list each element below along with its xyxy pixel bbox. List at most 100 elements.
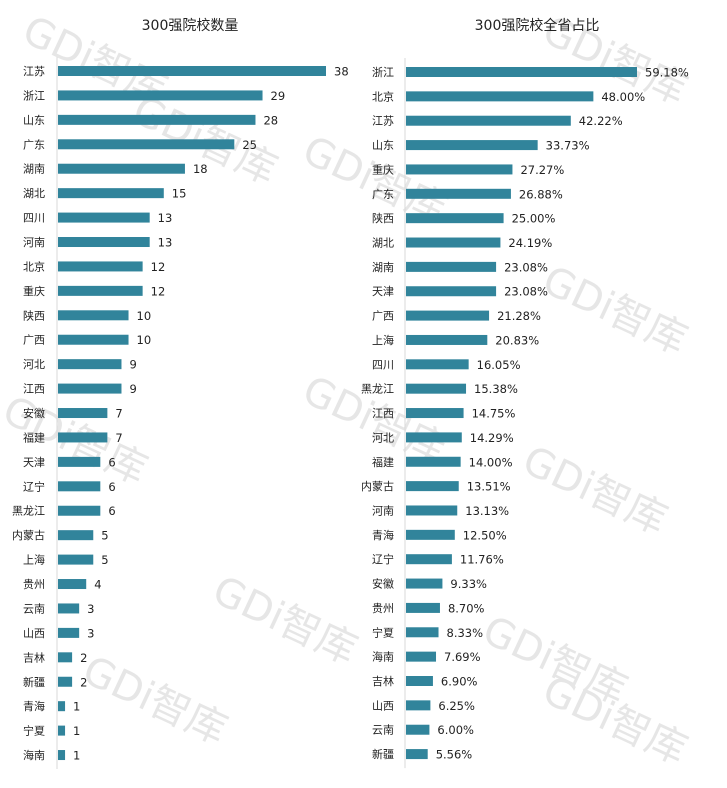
data-label: 13 (158, 236, 173, 250)
bar (58, 676, 73, 687)
data-label: 6 (108, 504, 115, 518)
bar (58, 163, 185, 174)
category-label: 江苏 (23, 65, 45, 78)
data-label: 15.38% (474, 382, 518, 396)
bar (406, 261, 497, 272)
bar (58, 114, 256, 125)
bar (406, 602, 440, 613)
category-label: 河北 (372, 431, 394, 444)
bar (406, 432, 462, 443)
data-label: 12 (151, 284, 166, 298)
category-label: 安徽 (23, 406, 45, 420)
category-label: 四川 (372, 358, 394, 371)
category-label: 广东 (23, 138, 45, 151)
category-label: 四川 (23, 212, 45, 225)
bar (406, 213, 504, 224)
data-label: 14.29% (470, 431, 514, 445)
bar (58, 285, 143, 296)
bar (58, 530, 94, 541)
category-label: 辽宁 (372, 552, 394, 566)
category-label: 贵州 (372, 602, 394, 615)
bar (406, 140, 538, 151)
category-label: 新疆 (23, 675, 45, 689)
data-label: 59.18% (645, 66, 689, 80)
data-label: 9 (129, 358, 136, 372)
data-label: 29 (271, 89, 286, 103)
bar (58, 66, 326, 76)
category-label: 内蒙古 (361, 479, 394, 493)
category-label: 湖北 (23, 187, 45, 200)
category-label: 福建 (23, 430, 45, 444)
category-label: 河北 (23, 358, 45, 371)
category-label: 重庆 (23, 284, 45, 298)
data-label: 4 (94, 578, 101, 592)
bar (58, 212, 150, 223)
bar (406, 115, 571, 126)
bar (406, 359, 469, 370)
bar (406, 700, 431, 711)
bar (58, 408, 108, 419)
bar (58, 261, 143, 272)
bar (406, 383, 467, 394)
bar (58, 359, 122, 370)
category-label: 贵州 (23, 578, 45, 591)
category-label: 浙江 (372, 66, 394, 79)
bar (406, 554, 452, 565)
data-label: 23.08% (504, 260, 548, 274)
data-label: 1 (73, 724, 80, 738)
bar (406, 91, 594, 102)
bar (406, 578, 443, 589)
data-label: 7 (115, 431, 122, 445)
watermark: GDi智库 (76, 647, 234, 753)
bar (406, 67, 637, 77)
data-label: 6 (108, 480, 115, 494)
data-label: 13.51% (467, 480, 511, 494)
bar (406, 286, 497, 297)
data-label: 33.73% (546, 139, 590, 153)
category-label: 山东 (372, 139, 394, 152)
category-label: 内蒙古 (12, 528, 45, 542)
bar (58, 652, 73, 663)
data-label: 3 (87, 626, 94, 640)
bar (58, 505, 101, 516)
category-label: 上海 (23, 553, 45, 567)
data-label: 25.00% (512, 212, 556, 226)
data-label: 6 (108, 455, 115, 469)
bar (58, 139, 235, 150)
category-label: 宁夏 (23, 724, 45, 738)
category-label: 天津 (372, 285, 394, 298)
bar (406, 627, 439, 638)
category-label: 北京 (372, 89, 394, 103)
data-label: 25 (242, 138, 257, 152)
category-label: 江西 (372, 407, 394, 420)
data-label: 14.00% (469, 455, 513, 469)
data-label: 14.75% (472, 407, 516, 421)
bar (58, 310, 129, 321)
category-label: 青海 (372, 528, 394, 542)
category-label: 河南 (23, 236, 45, 249)
data-label: 2 (80, 651, 87, 665)
category-label: 海南 (372, 650, 394, 664)
category-label: 安徽 (372, 577, 394, 591)
bar (58, 237, 150, 248)
bar (58, 481, 101, 492)
chart-title: 300强院校数量 (142, 17, 239, 34)
data-label: 7.69% (444, 650, 481, 664)
bar (406, 651, 437, 662)
data-label: 28 (263, 113, 278, 127)
data-label: 8.70% (448, 601, 485, 615)
bar (406, 481, 459, 492)
data-label: 1 (73, 749, 80, 763)
bar (406, 164, 513, 175)
category-label: 吉林 (23, 650, 45, 664)
category-label: 黑龙江 (361, 383, 394, 396)
data-label: 13 (158, 211, 173, 225)
category-label: 陕西 (23, 308, 45, 322)
data-label: 42.22% (579, 114, 623, 128)
data-label: 6.00% (437, 723, 474, 737)
category-label: 宁夏 (372, 625, 394, 639)
data-label: 20.83% (495, 333, 539, 347)
bar (58, 627, 80, 638)
data-label: 13.13% (465, 504, 509, 518)
bar (406, 188, 511, 199)
